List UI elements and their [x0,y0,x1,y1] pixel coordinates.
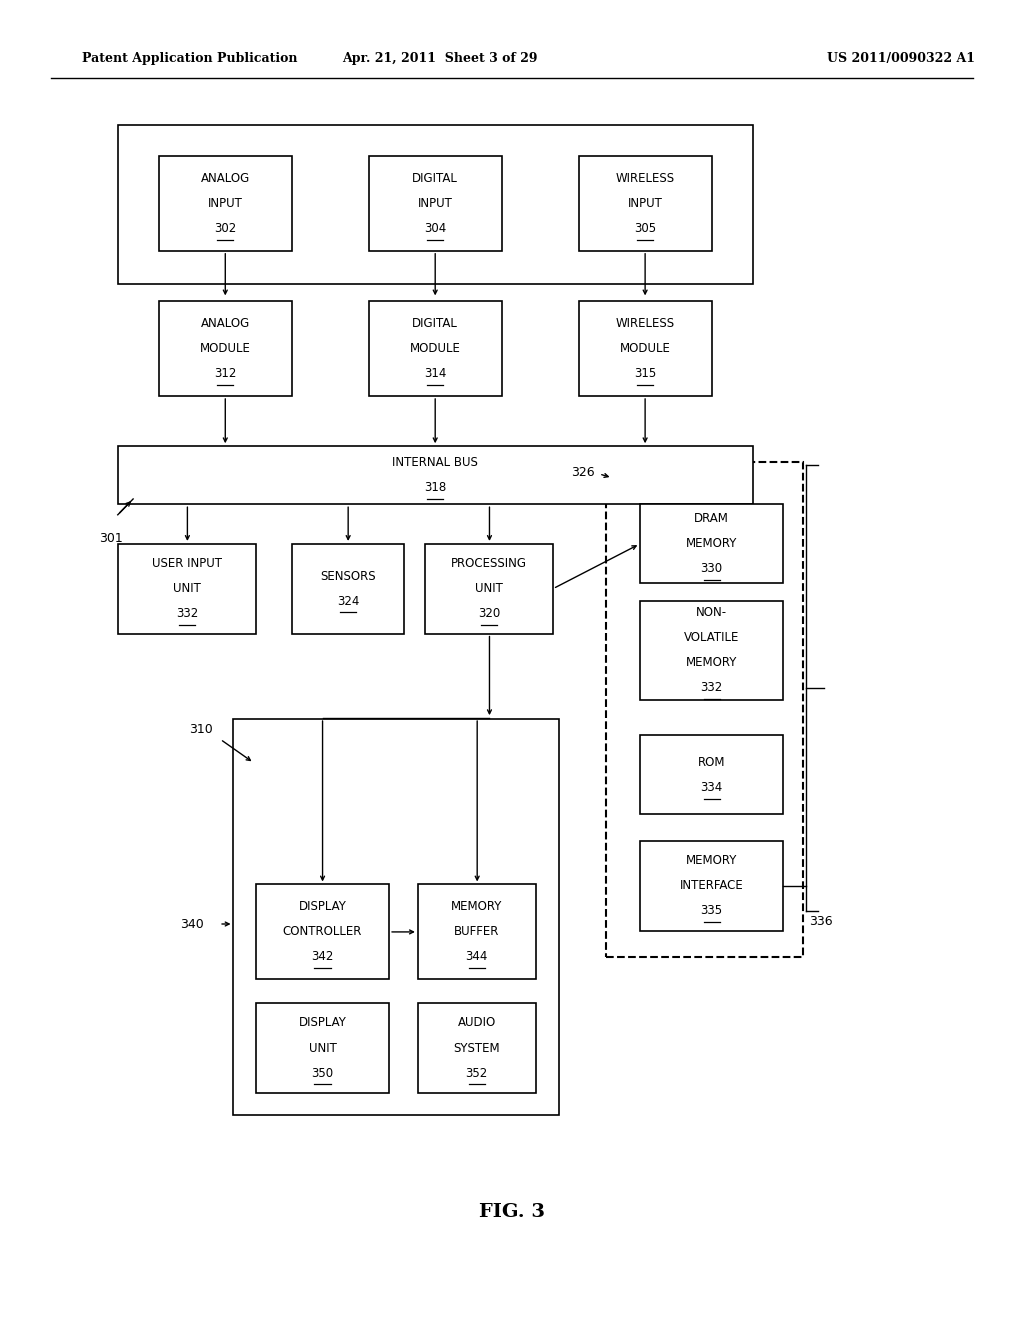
Text: MEMORY: MEMORY [451,900,503,913]
Text: DISPLAY: DISPLAY [299,1016,346,1030]
Text: NON-: NON- [696,606,727,619]
Text: 326: 326 [571,466,595,479]
Text: UNIT: UNIT [308,1041,337,1055]
Text: VOLATILE: VOLATILE [684,631,739,644]
Text: CONTROLLER: CONTROLLER [283,925,362,939]
Text: PROCESSING: PROCESSING [451,557,527,570]
Text: MEMORY: MEMORY [686,537,737,550]
Text: MODULE: MODULE [200,342,251,355]
Bar [118,125,753,284]
Text: INPUT: INPUT [418,197,453,210]
Text: INPUT: INPUT [628,197,663,210]
Text: 301: 301 [99,532,123,545]
Bar [118,544,256,634]
Text: FIG. 3: FIG. 3 [479,1203,545,1221]
Text: 310: 310 [189,723,213,737]
Bar [579,156,712,251]
Text: DIGITAL: DIGITAL [413,317,458,330]
Text: MODULE: MODULE [410,342,461,355]
Text: MODULE: MODULE [620,342,671,355]
Text: 330: 330 [700,562,723,576]
Text: 304: 304 [424,222,446,235]
Text: SENSORS: SENSORS [321,570,376,582]
Text: USER INPUT: USER INPUT [152,557,222,570]
Text: ANALOG: ANALOG [201,317,250,330]
Bar [256,884,389,979]
Text: INTERNAL BUS: INTERNAL BUS [392,457,478,469]
Text: UNIT: UNIT [173,582,201,595]
Text: 350: 350 [311,1067,334,1080]
Text: MEMORY: MEMORY [686,854,737,867]
Text: 336: 336 [809,915,833,928]
Text: MEMORY: MEMORY [686,656,737,669]
Bar [159,156,292,251]
Bar [256,1003,389,1093]
Text: 352: 352 [466,1067,487,1080]
Text: WIRELESS: WIRELESS [615,172,675,185]
Text: 320: 320 [478,607,500,620]
Text: US 2011/0090322 A1: US 2011/0090322 A1 [827,51,975,65]
Text: ROM: ROM [698,756,725,768]
Bar [640,504,783,583]
Text: 332: 332 [700,681,723,694]
Text: INPUT: INPUT [208,197,243,210]
Bar [292,544,404,634]
Bar [418,1003,536,1093]
Bar [369,301,502,396]
Bar [425,544,553,634]
Text: DIGITAL: DIGITAL [413,172,458,185]
Text: 314: 314 [424,367,446,380]
Text: Patent Application Publication: Patent Application Publication [82,51,297,65]
Bar [640,735,783,814]
Text: 315: 315 [634,367,656,380]
Text: Apr. 21, 2011  Sheet 3 of 29: Apr. 21, 2011 Sheet 3 of 29 [343,51,538,65]
Text: INTERFACE: INTERFACE [680,879,743,892]
Bar [118,446,753,504]
Text: 340: 340 [180,917,204,931]
Text: ANALOG: ANALOG [201,172,250,185]
Text: UNIT: UNIT [475,582,503,595]
Text: BUFFER: BUFFER [454,925,500,939]
Text: 305: 305 [634,222,656,235]
Bar [640,601,783,700]
Bar [159,301,292,396]
Text: DISPLAY: DISPLAY [299,900,346,913]
Bar [418,884,536,979]
Text: 342: 342 [311,950,334,964]
Text: 334: 334 [700,781,723,793]
Bar [640,841,783,931]
Text: AUDIO: AUDIO [458,1016,496,1030]
Text: DRAM: DRAM [694,512,729,525]
Text: 335: 335 [700,904,723,917]
Text: 344: 344 [466,950,487,964]
Bar [233,719,559,1115]
Text: 318: 318 [424,482,446,494]
Text: 302: 302 [214,222,237,235]
Text: SYSTEM: SYSTEM [454,1041,500,1055]
Bar [606,462,803,957]
Bar [369,156,502,251]
Bar [579,301,712,396]
Text: 324: 324 [337,595,359,607]
Text: WIRELESS: WIRELESS [615,317,675,330]
Text: 312: 312 [214,367,237,380]
Text: 332: 332 [176,607,198,620]
